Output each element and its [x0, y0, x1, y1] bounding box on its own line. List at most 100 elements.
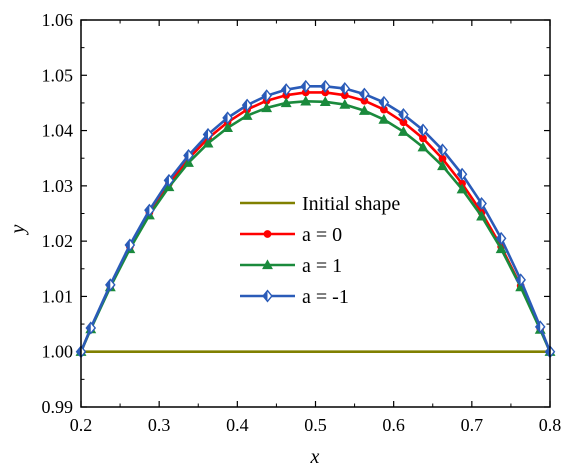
diamond-fill [535, 321, 541, 333]
data-point [515, 273, 526, 287]
legend-item: Initial shape [240, 193, 400, 215]
data-point [437, 143, 448, 157]
diamond-fill [496, 232, 502, 244]
data-point [456, 183, 468, 194]
diamond-fill [184, 150, 189, 161]
data-point [222, 111, 233, 125]
data-point [280, 83, 292, 97]
x-tick-label: 0.5 [304, 415, 327, 435]
data-point [183, 157, 194, 167]
diamond-fill [516, 274, 521, 286]
data-point [124, 238, 136, 252]
plot-frame [80, 19, 551, 408]
diamond-fill [105, 279, 111, 291]
diamond-fill [262, 90, 267, 102]
y-tick-label: 1.01 [42, 286, 74, 306]
y-axis-label: y [7, 224, 29, 235]
legend-item: a = 1 [240, 255, 342, 277]
data-point [378, 113, 390, 124]
data-point [398, 108, 409, 122]
x-tick-label: 0.3 [148, 415, 171, 435]
x-axis-label: x [310, 446, 320, 468]
diamond-fill [242, 99, 248, 111]
data-point [476, 197, 487, 211]
legend-label: Initial shape [302, 193, 400, 215]
data-point [261, 89, 272, 103]
diamond-fill [418, 124, 423, 136]
diamond-fill [263, 290, 268, 302]
data-point [261, 102, 273, 113]
data-point [476, 210, 488, 221]
data-point [495, 231, 507, 245]
x-tick-label: 0.4 [226, 415, 249, 435]
data-point [437, 160, 448, 171]
diamond-fill [379, 96, 384, 108]
data-point [183, 148, 194, 162]
data-point [319, 79, 331, 93]
x-tick-label: 0.7 [461, 415, 484, 435]
legend-label: a = 1 [302, 255, 342, 277]
plot-area: 0.2 0.3 0.4 0.5 0.6 0.7 0.8 0.99 1.00 1.01 1.02 1.0… [42, 10, 562, 435]
data-point [144, 203, 155, 217]
y-tick-label: 1.05 [42, 65, 74, 85]
series-line [79, 91, 552, 353]
data-point [495, 243, 507, 254]
x-tick-label: 0.2 [70, 415, 93, 435]
diamond-fill [359, 88, 365, 100]
legend-marker [262, 259, 273, 270]
diamond-fill [203, 129, 209, 140]
y-tick-label: 0.99 [42, 397, 74, 417]
data-point [534, 320, 546, 334]
data-point [397, 126, 409, 136]
diamond-fill [457, 168, 463, 180]
legend-label: a = 0 [302, 224, 342, 246]
data-point [222, 122, 234, 132]
legend-marker [262, 289, 273, 303]
legend-marker [263, 230, 272, 238]
data-point [300, 79, 312, 93]
data-point [202, 137, 214, 148]
data-point [417, 141, 429, 152]
data-point [241, 110, 253, 120]
diamond-fill [164, 174, 169, 186]
data-point [241, 98, 253, 112]
diamond-fill [125, 239, 130, 251]
series-layer [75, 79, 556, 359]
diamond-fill [438, 144, 443, 156]
data-point [339, 98, 351, 109]
data-point [85, 321, 97, 335]
diamond-fill [144, 204, 150, 216]
data-point [339, 82, 351, 96]
data-point [202, 127, 214, 141]
x-tick-label: 0.6 [382, 415, 405, 435]
legend-item: a = -1 [240, 286, 349, 308]
y-tick-label: 1.02 [42, 231, 74, 251]
diamond-fill [477, 198, 482, 209]
legend: Initial shape a = 0 a = 1 a = -1 [240, 193, 400, 308]
data-point [359, 87, 370, 101]
y-tick-label: 1.06 [42, 10, 74, 30]
data-point [280, 97, 292, 108]
y-tick-label: 1.04 [42, 121, 74, 141]
series-line [79, 85, 552, 353]
x-tick-label: 0.8 [539, 415, 562, 435]
y-tick-label: 1.00 [42, 342, 74, 362]
legend-item: a = 0 [240, 224, 342, 246]
data-point [163, 173, 175, 187]
diamond-fill [340, 83, 345, 94]
data-point [358, 105, 370, 115]
diamond-fill [545, 346, 550, 358]
data-point [300, 95, 312, 106]
diamond-fill [320, 80, 326, 92]
legend-label: a = -1 [302, 286, 349, 308]
data-point [417, 123, 429, 137]
diamond-fill [399, 109, 404, 120]
diamond-fill [223, 112, 228, 124]
diamond-fill [301, 80, 306, 92]
series-3 [75, 79, 556, 359]
data-point [456, 167, 468, 181]
data-point [378, 95, 390, 109]
data-point [105, 278, 116, 292]
